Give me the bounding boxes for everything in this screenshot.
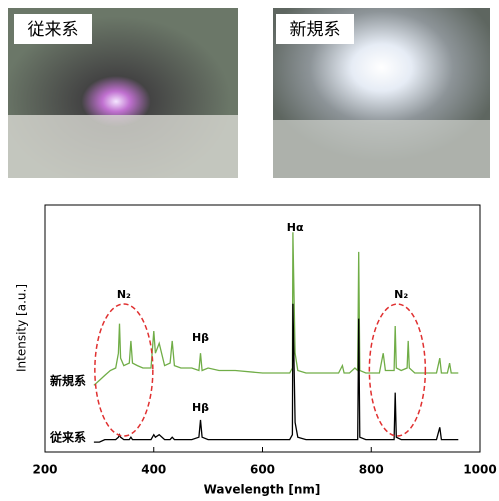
highlight-ellipse xyxy=(94,303,154,437)
series-line xyxy=(93,303,459,443)
plot-frame xyxy=(44,204,481,453)
photo-label: 新規系 xyxy=(290,20,341,40)
annotation: N₂ xyxy=(117,288,131,301)
annotation: Hβ xyxy=(192,331,209,344)
x-tick-label: 800 xyxy=(359,463,384,477)
annotation: Hα xyxy=(287,221,304,234)
label-box xyxy=(14,14,92,44)
series-label: 新規系 xyxy=(50,373,86,388)
x-tick-label: 200 xyxy=(32,463,57,477)
x-axis-title: Wavelength [nm] xyxy=(204,483,321,497)
series-line xyxy=(93,232,459,386)
y-axis-title: Intensity [a.u.] xyxy=(15,284,29,372)
label-box xyxy=(276,14,354,44)
annotation: Hβ xyxy=(192,401,209,414)
series-label: 従来系 xyxy=(49,430,86,445)
x-tick-label: 600 xyxy=(250,463,275,477)
highlight-ellipse xyxy=(368,303,427,437)
x-tick-label: 1000 xyxy=(463,463,496,477)
photo-label: 従来系 xyxy=(28,20,79,40)
photo-board xyxy=(273,120,490,178)
photo-board xyxy=(8,115,238,178)
annotation: N₂ xyxy=(394,288,408,301)
x-tick-label: 400 xyxy=(141,463,166,477)
